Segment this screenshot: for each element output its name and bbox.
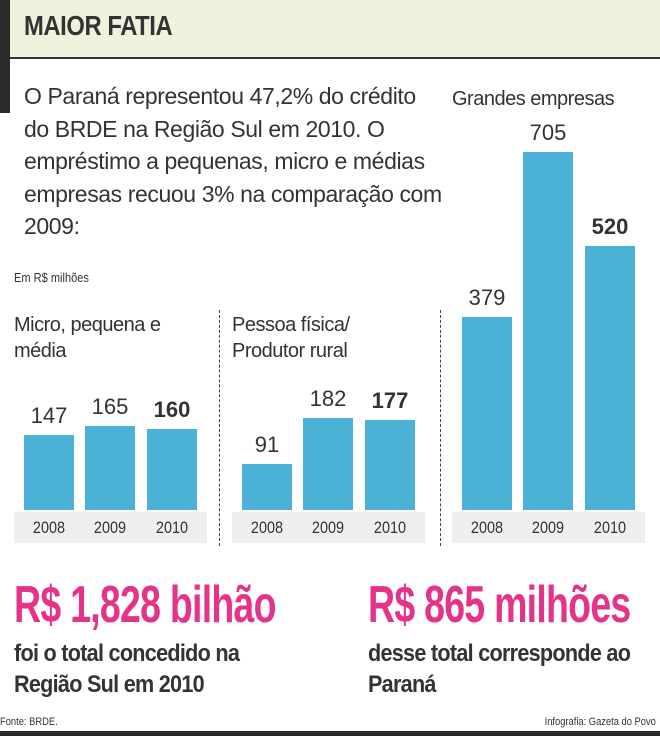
total-parana-value: R$ 865 milhões	[368, 576, 631, 634]
divider	[219, 310, 220, 546]
bar-2008	[242, 463, 292, 510]
year-label: 2008	[250, 518, 284, 537]
total-parana-text: desse total corresponde ao Paraná	[368, 640, 631, 698]
year-label: 2009	[93, 518, 127, 537]
credit: Infografia: Gazeta do Povo	[544, 716, 656, 728]
value-label: 165	[91, 394, 129, 420]
panel-title-pessoa: Pessoa física/ Produtor rural	[232, 314, 350, 362]
bar-2010	[147, 428, 197, 510]
page-title: MAIOR FATIA	[24, 10, 173, 41]
bar-2008	[462, 317, 512, 510]
intro-text: O Paraná representou 47,2% do crédito do…	[24, 83, 442, 239]
value-label: 520	[591, 213, 629, 239]
bar-2009	[523, 151, 573, 510]
year-label: 2009	[311, 518, 345, 537]
panel-title-micro: Micro, pequena e média	[14, 314, 161, 362]
value-label: 177	[371, 388, 409, 414]
value-label: 705	[529, 119, 567, 145]
year-label: 2009	[531, 518, 565, 537]
value-label: 182	[309, 385, 347, 411]
bar-2009	[303, 417, 353, 510]
year-strip	[452, 512, 645, 543]
year-strip	[232, 512, 425, 543]
year-label: 2008	[470, 518, 504, 537]
value-label: 379	[468, 285, 506, 311]
bar-2010	[585, 245, 635, 510]
value-label: 91	[254, 431, 280, 457]
year-label: 2010	[373, 518, 407, 537]
bar-2010	[365, 420, 415, 510]
value-label: 147	[30, 403, 68, 429]
source: Fonte: BRDE.	[0, 716, 58, 728]
year-label: 2010	[593, 518, 627, 537]
year-strip	[14, 512, 207, 543]
divider	[440, 310, 441, 546]
total-sul-value: R$ 1,828 bilhão	[14, 576, 277, 634]
year-label: 2010	[155, 518, 189, 537]
bar-2009	[85, 426, 135, 510]
value-label: 160	[153, 396, 191, 422]
bar-2008	[24, 435, 74, 510]
panel-title-grandes: Grandes empresas	[452, 88, 615, 110]
accent-bar	[0, 0, 10, 113]
footer-bar	[0, 731, 660, 736]
header-band	[0, 0, 660, 59]
year-label: 2008	[32, 518, 66, 537]
total-sul-text: foi o total concedido na Região Sul em 2…	[14, 640, 240, 698]
unit-label: Em R$ milhões	[14, 270, 89, 285]
